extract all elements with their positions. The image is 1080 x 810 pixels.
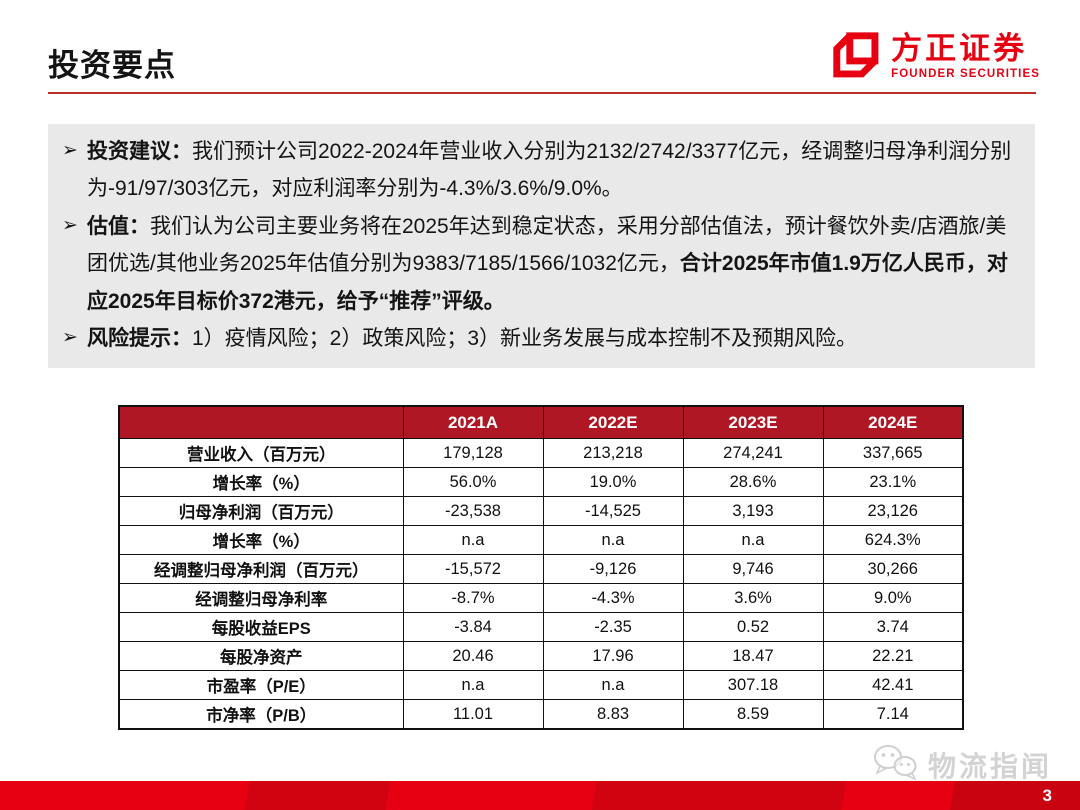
row-value: -15,572 [402, 554, 544, 584]
watermark-text: 物流指闻 [927, 750, 1052, 782]
row-value: n.a [402, 525, 544, 555]
row-value: n.a [542, 670, 684, 700]
row-value: 9.0% [822, 583, 964, 613]
bullet-text: 投资建议：我们预计公司2022-2024年营业收入分别为2132/2742/33… [87, 140, 1012, 201]
page-title: 投资要点 [48, 48, 176, 83]
row-label: 每股收益EPS [118, 612, 404, 642]
table-header-row: 2021A 2022E 2023E 2024E [118, 405, 964, 439]
row-label: 增长率（%） [118, 525, 404, 555]
row-value: 624.3% [822, 525, 964, 555]
table-row: 归母净利润（百万元） -23,538 -14,525 3,193 23,126 [118, 496, 964, 526]
bullet-arrow-icon: ➢ [62, 214, 78, 236]
table-body: 营业收入（百万元） 179,128 213,218 274,241 337,665 增长率… [118, 438, 964, 730]
row-value: 22.21 [822, 641, 964, 671]
financial-summary-table: 2021A 2022E 2023E 2024E 营业收入（百万元） 179,128 213… [118, 405, 964, 730]
row-value: -3.84 [402, 612, 544, 642]
bullet-item: ➢ 投资建议：我们预计公司2022-2024年营业收入分别为2132/2742/3… [62, 133, 1021, 208]
table-row: 经调整归母净利率 -8.7% -4.3% 3.6% 9.0% [118, 583, 964, 613]
row-value: -8.7% [402, 583, 544, 613]
table-header: 2021A 2022E 2023E 2024E [118, 405, 964, 439]
bullet-item: ➢ 估值：我们认为公司主要业务将在2025年达到稳定状态，采用分部估值法，预计餐饮… [62, 208, 1021, 320]
row-value: -14,525 [542, 496, 684, 526]
highlights-list: ➢ 投资建议：我们预计公司2022-2024年营业收入分别为2132/2742/3… [62, 133, 1021, 357]
row-value: -23,538 [402, 496, 544, 526]
row-value: n.a [542, 525, 684, 555]
row-value: 23,126 [822, 496, 964, 526]
logo-text: 方正证券 FOUNDER SECURITIES [891, 30, 1040, 81]
founder-cube-logo-icon [829, 28, 881, 85]
row-value: 18.47 [682, 641, 824, 671]
bullet-text: 估值：我们认为公司主要业务将在2025年达到稳定状态，采用分部估值法，预计餐饮外… [87, 214, 1008, 313]
table-column-header: 2023E [682, 405, 824, 439]
row-label: 营业收入（百万元） [118, 438, 404, 468]
table-row: 经调整归母净利润（百万元） -15,572 -9,126 9,746 30,266 [118, 554, 964, 584]
page-number: 3 [1042, 785, 1052, 805]
bullet-text: 风险提示：1）疫情风险；2）政策风险；3）新业务发展与成本控制不及预期风险。 [87, 326, 858, 350]
row-value: 274,241 [682, 438, 824, 468]
table-row: 营业收入（百万元） 179,128 213,218 274,241 337,665 [118, 438, 964, 468]
row-value: -2.35 [542, 612, 684, 642]
table-column-header [118, 405, 404, 439]
row-value: 3.6% [682, 583, 824, 613]
row-label: 经调整归母净利润（百万元） [118, 554, 404, 584]
row-label: 经调整归母净利率 [118, 583, 404, 613]
table-column-header: 2022E [542, 405, 684, 439]
row-value: 30,266 [822, 554, 964, 584]
title-underline [48, 92, 1036, 94]
row-value: 3,193 [682, 496, 824, 526]
row-value: 8.59 [682, 699, 824, 730]
table-column-header: 2021A [402, 405, 544, 439]
footer-bar: 3 [0, 781, 1080, 810]
row-label: 归母净利润（百万元） [118, 496, 404, 526]
row-label: 市盈率（P/E） [118, 670, 404, 700]
table-row: 增长率（%） 56.0% 19.0% 28.6% 23.1% [118, 467, 964, 497]
row-value: 19.0% [542, 467, 684, 497]
row-value: 42.41 [822, 670, 964, 700]
row-label: 增长率（%） [118, 467, 404, 497]
table-row: 增长率（%） n.a n.a n.a 624.3% [118, 525, 964, 555]
table-row: 每股净资产 20.46 17.96 18.47 22.21 [118, 641, 964, 671]
table-row: 市净率（P/B） 11.01 8.83 8.59 7.14 [118, 699, 964, 730]
table-column-header: 2024E [822, 405, 964, 439]
row-label: 每股净资产 [118, 641, 404, 671]
row-value: 11.01 [402, 699, 544, 730]
row-value: 337,665 [822, 438, 964, 468]
row-value: 23.1% [822, 467, 964, 497]
row-value: 17.96 [542, 641, 684, 671]
row-value: 9,746 [682, 554, 824, 584]
row-value: -4.3% [542, 583, 684, 613]
logo-name-cn: 方正证券 [891, 30, 1028, 66]
logo-name-en: FOUNDER SECURITIES [891, 68, 1040, 81]
row-value: 20.46 [402, 641, 544, 671]
table-row: 每股收益EPS -3.84 -2.35 0.52 3.74 [118, 612, 964, 642]
row-value: 213,218 [542, 438, 684, 468]
row-value: 56.0% [402, 467, 544, 497]
row-value: n.a [682, 525, 824, 555]
table-row: 市盈率（P/E） n.a n.a 307.18 42.41 [118, 670, 964, 700]
row-value: 28.6% [682, 467, 824, 497]
wechat-bubbles-icon [871, 742, 921, 787]
row-value: 3.74 [822, 612, 964, 642]
row-label: 市净率（P/B） [118, 699, 404, 730]
bullet-item: ➢ 风险提示：1）疫情风险；2）政策风险；3）新业务发展与成本控制不及预期风险。 [62, 320, 1021, 357]
founder-securities-logo: 方正证券 FOUNDER SECURITIES [829, 28, 1040, 85]
watermark: 物流指闻 [871, 742, 1052, 787]
investment-highlights-box: ➢ 投资建议：我们预计公司2022-2024年营业收入分别为2132/2742/3… [48, 124, 1035, 369]
bullet-arrow-icon: ➢ [62, 140, 78, 161]
row-value: 307.18 [682, 670, 824, 700]
row-value: 7.14 [822, 699, 964, 730]
row-value: 8.83 [542, 699, 684, 730]
bullet-arrow-icon: ➢ [62, 326, 78, 348]
row-value: 179,128 [402, 438, 544, 468]
row-value: 0.52 [682, 612, 824, 642]
row-value: -9,126 [542, 554, 684, 584]
row-value: n.a [402, 670, 544, 700]
